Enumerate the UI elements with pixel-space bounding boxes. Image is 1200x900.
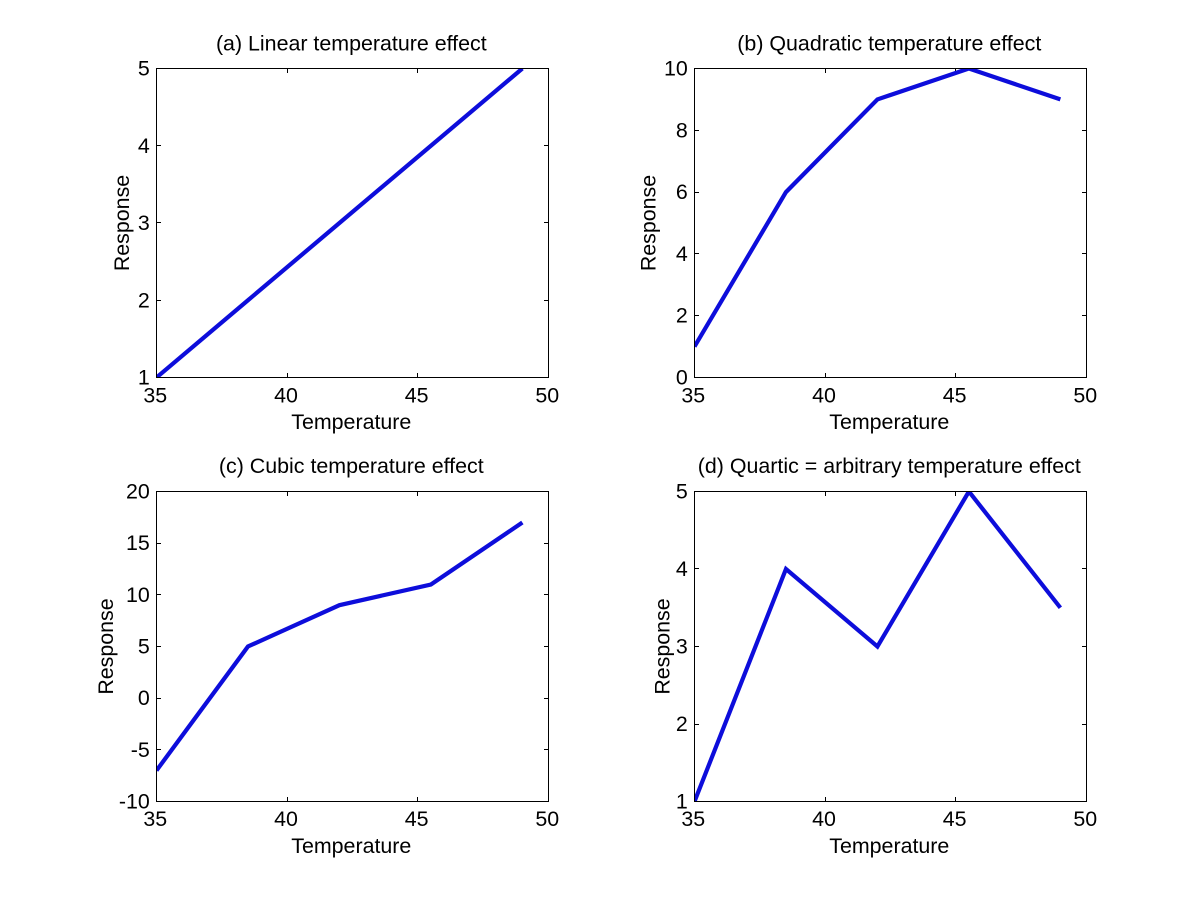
svg-text:Response: Response (94, 598, 118, 694)
svg-text:50: 50 (1073, 807, 1097, 831)
svg-text:4: 4 (138, 134, 150, 158)
svg-text:40: 40 (812, 807, 836, 831)
svg-text:40: 40 (274, 807, 298, 831)
svg-text:(c) Cubic temperature effect: (c) Cubic temperature effect (219, 454, 484, 478)
svg-text:5: 5 (676, 480, 688, 504)
svg-text:10: 10 (126, 583, 150, 607)
svg-text:(a) Linear temperature effect: (a) Linear temperature effect (216, 32, 487, 56)
svg-text:50: 50 (535, 383, 559, 407)
svg-text:10: 10 (664, 57, 688, 81)
svg-text:0: 0 (676, 366, 688, 390)
svg-text:3: 3 (676, 635, 688, 659)
svg-text:5: 5 (138, 635, 150, 659)
svg-text:45: 45 (943, 807, 967, 831)
svg-text:2: 2 (676, 304, 688, 328)
svg-text:8: 8 (676, 118, 688, 142)
svg-text:1: 1 (676, 790, 688, 814)
svg-text:1: 1 (138, 366, 150, 390)
svg-text:35: 35 (143, 807, 167, 831)
svg-text:2: 2 (138, 288, 150, 312)
svg-text:45: 45 (405, 383, 429, 407)
svg-text:Response: Response (651, 598, 675, 694)
svg-text:Temperature: Temperature (829, 834, 949, 858)
svg-text:-10: -10 (119, 790, 150, 814)
svg-text:5: 5 (138, 57, 150, 81)
svg-text:45: 45 (943, 383, 967, 407)
svg-text:4: 4 (676, 557, 688, 581)
svg-text:Temperature: Temperature (829, 410, 949, 434)
svg-text:Temperature: Temperature (291, 410, 411, 434)
svg-text:4: 4 (676, 242, 688, 266)
svg-text:50: 50 (535, 807, 559, 831)
svg-text:Temperature: Temperature (291, 834, 411, 858)
svg-text:50: 50 (1073, 383, 1097, 407)
svg-text:20: 20 (126, 480, 150, 504)
svg-text:(b) Quadratic temperature effe: (b) Quadratic temperature effect (737, 32, 1041, 56)
svg-text:35: 35 (681, 383, 705, 407)
svg-text:40: 40 (274, 383, 298, 407)
svg-text:35: 35 (143, 383, 167, 407)
svg-text:(d) Quartic = arbitrary temper: (d) Quartic = arbitrary temperature effe… (698, 454, 1081, 478)
svg-text:15: 15 (126, 531, 150, 555)
svg-text:2: 2 (676, 712, 688, 736)
svg-text:40: 40 (812, 383, 836, 407)
svg-text:3: 3 (138, 211, 150, 235)
svg-text:Response: Response (110, 175, 134, 271)
svg-text:35: 35 (681, 807, 705, 831)
svg-text:-5: -5 (131, 738, 150, 762)
svg-text:0: 0 (138, 686, 150, 710)
svg-text:6: 6 (676, 180, 688, 204)
svg-text:45: 45 (405, 807, 429, 831)
svg-text:Response: Response (637, 175, 661, 271)
